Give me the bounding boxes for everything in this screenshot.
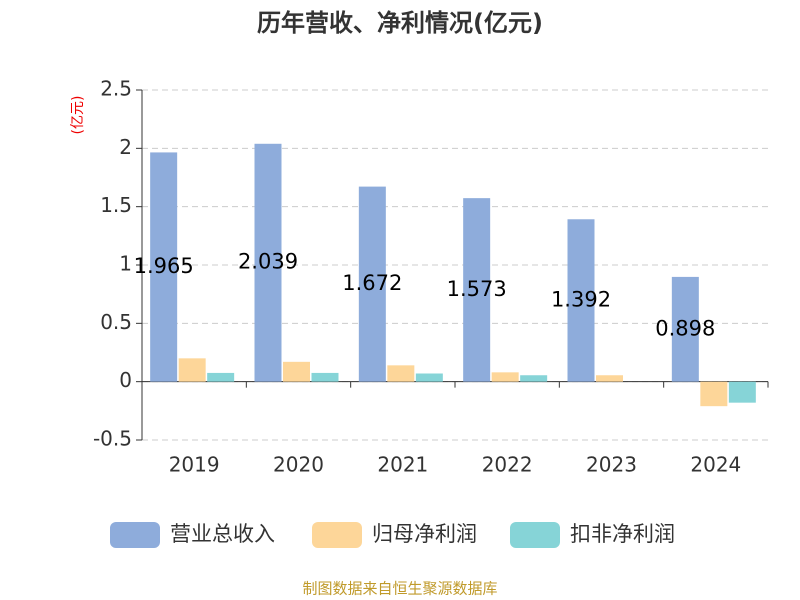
bar xyxy=(700,381,728,407)
bar xyxy=(254,143,282,382)
data-label: 2.039 xyxy=(238,250,298,274)
y-tick-label: 1.5 xyxy=(100,193,132,217)
x-tick-label: 2021 xyxy=(377,453,428,477)
x-tick-label: 2019 xyxy=(169,453,220,477)
bar xyxy=(150,152,178,382)
bar xyxy=(207,372,235,382)
legend-label: 归母净利润 xyxy=(372,522,477,546)
x-tick-label: 2023 xyxy=(586,453,637,477)
legend-label: 营业总收入 xyxy=(170,522,275,546)
x-tick-label: 2022 xyxy=(482,453,533,477)
bar xyxy=(358,186,386,382)
y-tick-label: -0.5 xyxy=(93,427,132,451)
data-label: 1.965 xyxy=(134,254,194,278)
bar xyxy=(567,219,595,382)
data-label: 1.672 xyxy=(342,271,402,295)
bar xyxy=(491,372,519,382)
source-note: 制图数据来自恒生聚源数据库 xyxy=(302,580,497,598)
y-tick-label: 2 xyxy=(119,135,132,159)
x-tick-label: 2020 xyxy=(273,453,324,477)
bar xyxy=(596,375,623,382)
y-tick-label: 1 xyxy=(119,252,132,276)
bar xyxy=(311,372,339,382)
chart-title: 历年营收、净利情况(亿元) xyxy=(257,9,543,37)
x-tick-label: 2024 xyxy=(690,453,741,477)
legend-swatch xyxy=(312,522,362,548)
data-label: 1.392 xyxy=(551,287,611,311)
legend-label: 扣非净利润 xyxy=(570,522,675,546)
bar xyxy=(387,365,415,382)
bar xyxy=(415,373,443,382)
bar xyxy=(283,361,310,382)
data-label: 0.898 xyxy=(655,316,715,340)
y-tick-label: 0 xyxy=(119,368,132,392)
y-tick-label: 2.5 xyxy=(100,77,132,101)
bar xyxy=(728,381,756,403)
y-tick-label: 0.5 xyxy=(100,310,132,334)
data-label: 1.573 xyxy=(447,277,507,301)
legend-swatch xyxy=(510,522,560,548)
legend-swatch xyxy=(110,522,160,548)
y-axis-label: (亿元) xyxy=(70,96,86,135)
bar xyxy=(671,276,699,382)
bar xyxy=(178,358,206,382)
bar xyxy=(520,375,548,382)
bar xyxy=(463,198,491,382)
